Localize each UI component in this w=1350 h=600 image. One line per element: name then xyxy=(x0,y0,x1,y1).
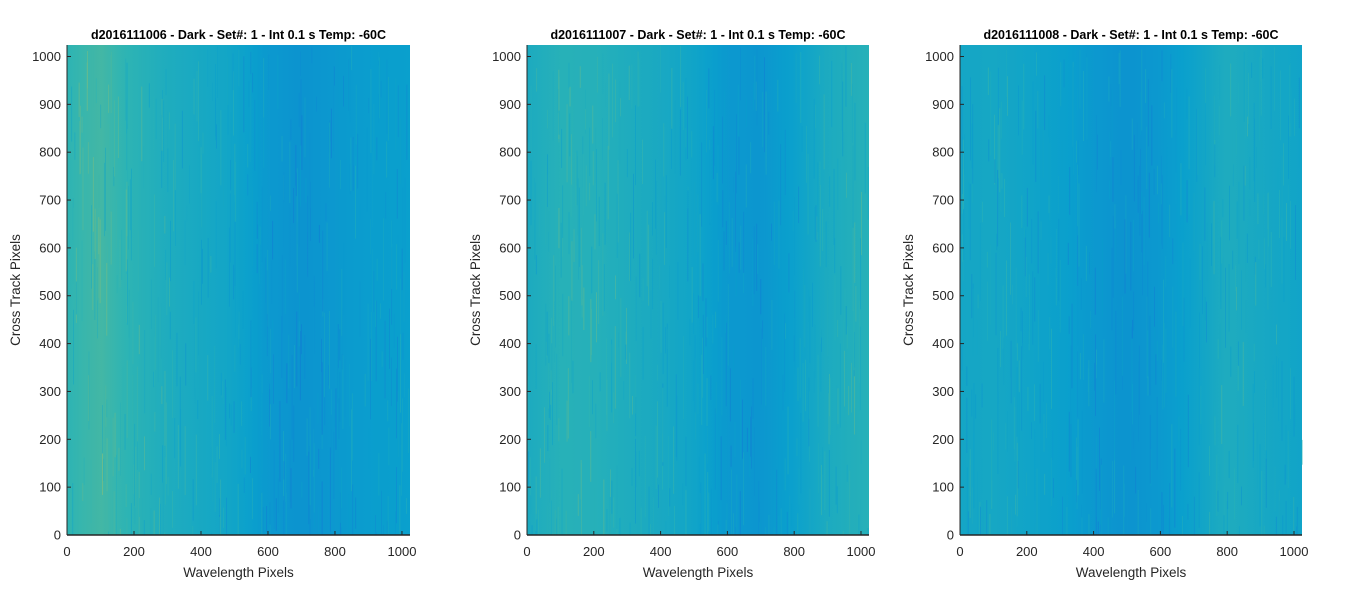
y-tick-label: 1000 xyxy=(492,49,521,64)
x-tick-label: 800 xyxy=(1216,544,1238,559)
heatmap-texture xyxy=(960,46,1303,535)
panel-title: d2016111006 - Dark - Set#: 1 - Int 0.1 s… xyxy=(91,28,386,42)
panel-2: d2016111007 - Dark - Set#: 1 - Int 0.1 s… xyxy=(468,28,875,580)
y-axis-label: Cross Track Pixels xyxy=(901,234,916,346)
y-tick-label: 400 xyxy=(39,336,61,351)
y-tick-label: 500 xyxy=(499,288,521,303)
y-tick-label: 900 xyxy=(39,97,61,112)
x-tick-label: 200 xyxy=(123,544,145,559)
y-tick-label: 200 xyxy=(39,432,61,447)
y-tick-label: 100 xyxy=(499,480,521,495)
x-tick-label: 0 xyxy=(956,544,963,559)
x-tick-label: 600 xyxy=(257,544,279,559)
panel-title: d2016111008 - Dark - Set#: 1 - Int 0.1 s… xyxy=(983,28,1278,42)
y-tick-label: 800 xyxy=(932,145,954,160)
y-tick-label: 1000 xyxy=(925,49,954,64)
y-tick-label: 300 xyxy=(499,384,521,399)
y-tick-label: 700 xyxy=(499,193,521,208)
y-tick-label: 600 xyxy=(39,240,61,255)
y-tick-label: 0 xyxy=(947,528,954,543)
y-tick-label: 0 xyxy=(54,528,61,543)
x-tick-label: 800 xyxy=(324,544,346,559)
x-tick-label: 400 xyxy=(190,544,212,559)
y-tick-label: 800 xyxy=(39,145,61,160)
x-tick-label: 1000 xyxy=(847,544,876,559)
y-tick-label: 600 xyxy=(932,240,954,255)
y-axis-label: Cross Track Pixels xyxy=(468,234,483,346)
y-tick-label: 800 xyxy=(499,145,521,160)
y-tick-label: 100 xyxy=(39,480,61,495)
x-axis-label: Wavelength Pixels xyxy=(1076,565,1187,580)
x-axis-label: Wavelength Pixels xyxy=(643,565,754,580)
x-tick-label: 600 xyxy=(717,544,739,559)
panel-title: d2016111007 - Dark - Set#: 1 - Int 0.1 s… xyxy=(550,28,845,42)
y-tick-label: 500 xyxy=(39,288,61,303)
heatmap-texture xyxy=(67,45,410,535)
y-tick-label: 900 xyxy=(499,97,521,112)
y-tick-label: 0 xyxy=(514,528,521,543)
x-tick-label: 200 xyxy=(1016,544,1038,559)
x-axis-label: Wavelength Pixels xyxy=(183,565,294,580)
y-tick-label: 100 xyxy=(932,480,954,495)
x-tick-label: 400 xyxy=(1083,544,1105,559)
x-tick-label: 600 xyxy=(1150,544,1172,559)
y-tick-label: 1000 xyxy=(32,49,61,64)
y-tick-label: 200 xyxy=(932,432,954,447)
x-tick-label: 400 xyxy=(650,544,672,559)
x-tick-label: 1000 xyxy=(388,544,417,559)
x-tick-label: 1000 xyxy=(1280,544,1309,559)
y-tick-label: 500 xyxy=(932,288,954,303)
y-tick-label: 400 xyxy=(499,336,521,351)
x-tick-label: 0 xyxy=(523,544,530,559)
y-tick-label: 700 xyxy=(39,193,61,208)
y-tick-label: 300 xyxy=(39,384,61,399)
y-tick-label: 200 xyxy=(499,432,521,447)
x-tick-label: 200 xyxy=(583,544,605,559)
heatmap-texture xyxy=(527,45,869,535)
y-tick-label: 300 xyxy=(932,384,954,399)
y-tick-label: 900 xyxy=(932,97,954,112)
heatmap-image xyxy=(67,45,410,535)
x-tick-label: 0 xyxy=(63,544,70,559)
y-axis-label: Cross Track Pixels xyxy=(8,234,23,346)
y-tick-label: 600 xyxy=(499,240,521,255)
y-tick-label: 700 xyxy=(932,193,954,208)
y-tick-label: 400 xyxy=(932,336,954,351)
panel-1: d2016111006 - Dark - Set#: 1 - Int 0.1 s… xyxy=(8,28,416,580)
panel-3: d2016111008 - Dark - Set#: 1 - Int 0.1 s… xyxy=(901,28,1308,580)
heatmap-image xyxy=(527,45,869,535)
x-tick-label: 800 xyxy=(783,544,805,559)
